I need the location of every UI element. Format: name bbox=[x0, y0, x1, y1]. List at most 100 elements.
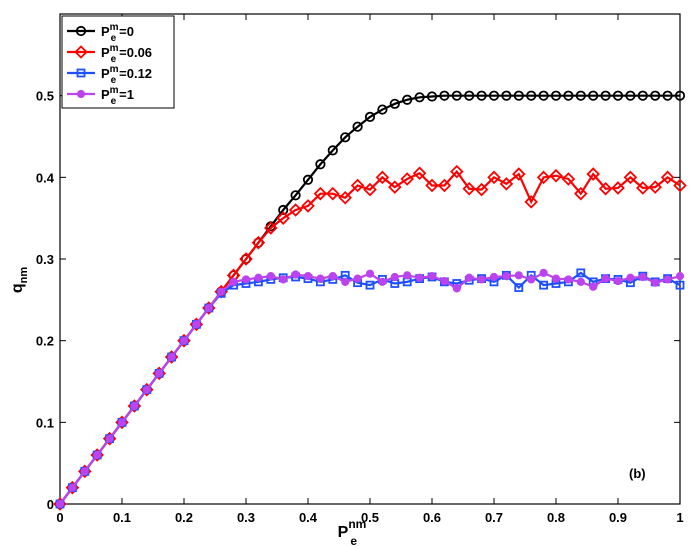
data-point bbox=[388, 180, 402, 194]
data-point bbox=[514, 271, 523, 280]
legend-marker bbox=[74, 45, 88, 59]
data-point bbox=[651, 278, 660, 287]
data-point bbox=[365, 269, 375, 278]
legend-label: Pm e =0 bbox=[101, 22, 134, 44]
data-point bbox=[167, 352, 176, 362]
data-point bbox=[278, 204, 289, 216]
data-point bbox=[253, 237, 264, 248]
data-point bbox=[80, 467, 89, 476]
x-axis-label: Pnm e bbox=[338, 517, 367, 548]
x-axis-label-text: Pnm e bbox=[338, 517, 367, 548]
data-point bbox=[426, 91, 438, 102]
x-tick-label: 0.8 bbox=[547, 510, 565, 525]
data-point bbox=[276, 211, 290, 225]
legend-item: Pm e =0.12 bbox=[67, 64, 152, 86]
legend-label: Pm e =1 bbox=[101, 85, 134, 107]
data-point bbox=[350, 178, 365, 193]
data-point bbox=[229, 277, 238, 286]
data-point bbox=[450, 164, 464, 179]
data-point bbox=[389, 98, 400, 109]
data-point bbox=[155, 369, 164, 378]
data-point bbox=[217, 287, 226, 296]
data-point bbox=[93, 450, 102, 460]
data-point bbox=[660, 170, 675, 185]
data-point bbox=[589, 282, 598, 291]
data-point bbox=[465, 273, 474, 282]
data-point bbox=[279, 275, 288, 284]
data-point bbox=[301, 199, 315, 213]
data-point bbox=[626, 273, 635, 282]
y-tick-label: 0.3 bbox=[36, 252, 54, 267]
data-point bbox=[363, 182, 377, 197]
data-point bbox=[588, 90, 599, 101]
data-point bbox=[675, 280, 685, 290]
y-axis-label-text: qnm bbox=[9, 267, 30, 294]
data-point bbox=[575, 90, 586, 101]
data-point bbox=[526, 90, 537, 101]
data-point bbox=[539, 268, 548, 277]
data-point bbox=[536, 170, 551, 185]
y-tick-label: 0.4 bbox=[36, 170, 55, 185]
data-point bbox=[452, 284, 461, 293]
x-tick-label: 0 bbox=[56, 510, 63, 525]
data-point bbox=[439, 90, 450, 101]
data-point bbox=[637, 90, 648, 101]
data-point bbox=[378, 277, 387, 286]
x-tick-label: 0.1 bbox=[113, 510, 131, 525]
data-point bbox=[502, 272, 511, 281]
data-point bbox=[425, 178, 439, 193]
data-point bbox=[611, 181, 625, 195]
data-point bbox=[524, 195, 538, 209]
data-point bbox=[402, 94, 413, 105]
data-point bbox=[313, 186, 328, 201]
data-point bbox=[338, 190, 352, 205]
data-point bbox=[328, 272, 337, 281]
data-point bbox=[290, 190, 301, 201]
x-tick-label: 0.7 bbox=[485, 510, 503, 525]
data-point bbox=[499, 177, 514, 191]
y-tick-label: 0 bbox=[47, 497, 54, 512]
data-point bbox=[488, 90, 500, 101]
data-point bbox=[476, 90, 487, 101]
data-point bbox=[648, 180, 662, 194]
data-point bbox=[365, 280, 375, 290]
data-point bbox=[501, 90, 512, 101]
data-point bbox=[440, 276, 449, 286]
data-point bbox=[239, 252, 253, 266]
data-point bbox=[451, 90, 462, 101]
data-point bbox=[130, 401, 139, 411]
data-point bbox=[638, 272, 647, 282]
data-point bbox=[327, 145, 338, 156]
data-point bbox=[574, 186, 588, 201]
y-axis-label: qnm bbox=[9, 267, 30, 294]
data-point bbox=[403, 271, 412, 280]
data-point bbox=[326, 186, 340, 201]
data-point bbox=[674, 90, 686, 101]
series-3 bbox=[55, 268, 685, 509]
data-point bbox=[675, 272, 685, 281]
data-point bbox=[415, 273, 424, 282]
data-point bbox=[462, 181, 476, 196]
data-point bbox=[487, 170, 501, 185]
data-point bbox=[576, 268, 586, 278]
data-point bbox=[474, 182, 489, 197]
data-point bbox=[364, 111, 376, 123]
data-point bbox=[563, 90, 574, 101]
data-point bbox=[412, 166, 427, 181]
data-point bbox=[650, 90, 661, 101]
data-point bbox=[477, 275, 486, 284]
data-point bbox=[662, 90, 673, 101]
data-point bbox=[550, 90, 562, 101]
legend-item: Pm e =1 bbox=[67, 85, 134, 107]
data-point bbox=[204, 303, 213, 313]
data-point bbox=[551, 274, 561, 283]
data-point bbox=[341, 277, 350, 286]
data-point bbox=[512, 167, 526, 181]
data-point bbox=[513, 90, 524, 101]
data-point bbox=[601, 274, 610, 283]
data-point bbox=[352, 121, 363, 132]
data-point bbox=[390, 272, 399, 282]
data-point bbox=[105, 434, 114, 443]
data-point bbox=[539, 280, 548, 290]
legend-label: Pm e =0.12 bbox=[101, 64, 152, 86]
